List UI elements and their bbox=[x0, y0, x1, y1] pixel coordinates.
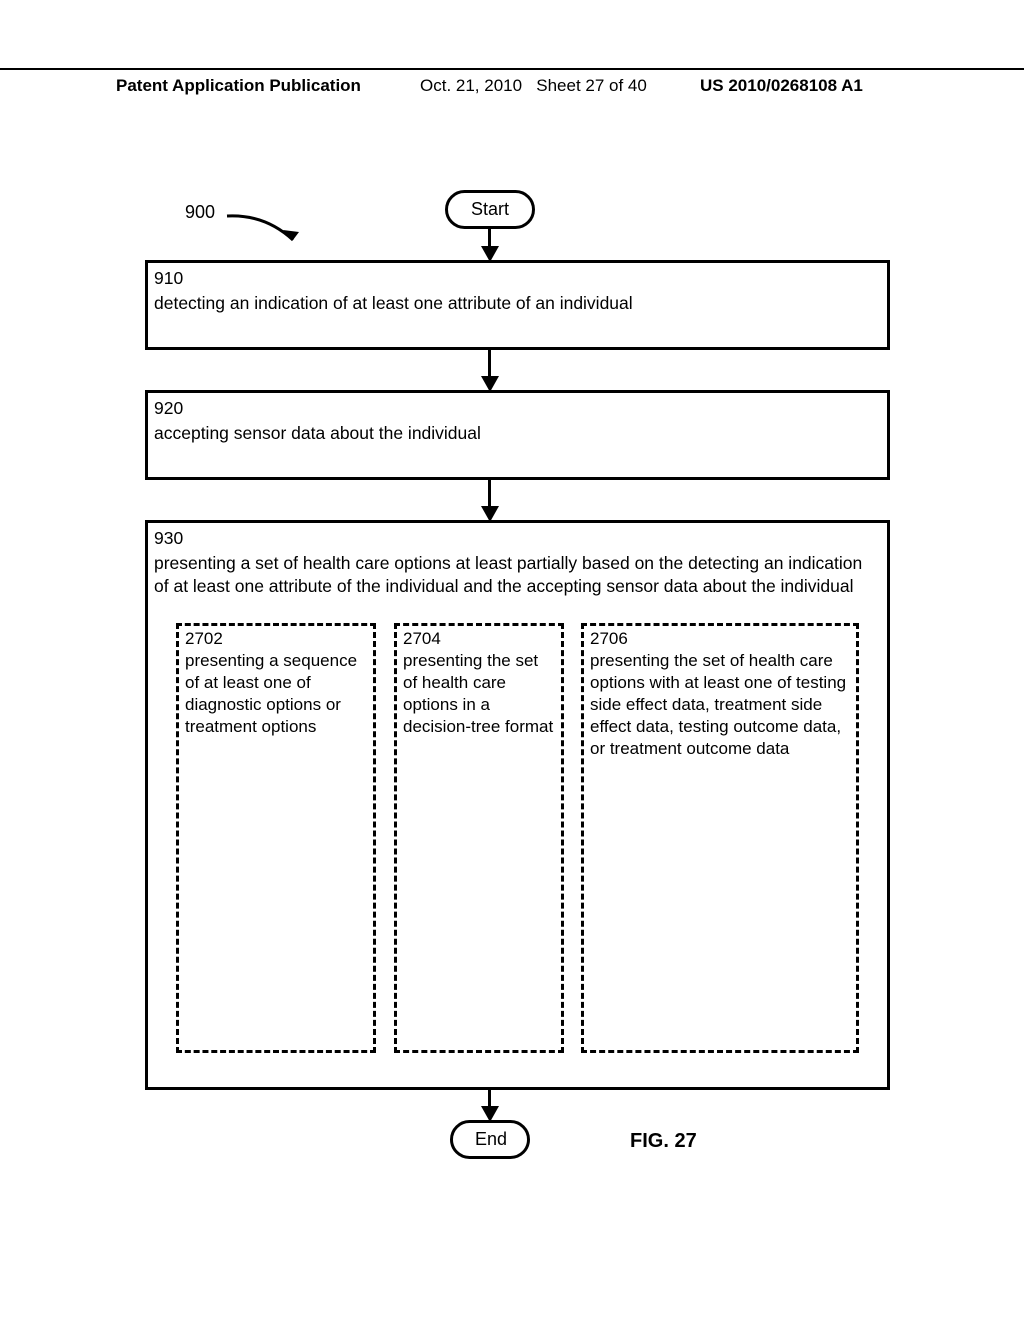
sub-box-2702: 2702 presenting a sequence of at least o… bbox=[176, 623, 376, 1053]
sub-2704-num: 2704 bbox=[403, 629, 441, 648]
end-label: End bbox=[475, 1129, 507, 1149]
page-header: Patent Application Publication Oct. 21, … bbox=[0, 68, 1024, 76]
sub-2704-text: presenting the set of health care option… bbox=[403, 651, 553, 736]
box-910-num: 910 bbox=[154, 267, 881, 290]
box-920-num: 920 bbox=[154, 397, 881, 420]
sub-boxes-container: 2702 presenting a sequence of at least o… bbox=[176, 623, 866, 1063]
header-publication: Patent Application Publication bbox=[116, 76, 361, 96]
box-930-text: presenting a set of health care options … bbox=[154, 553, 862, 596]
figure-label: FIG. 27 bbox=[630, 1130, 697, 1153]
box-920-text: accepting sensor data about the individu… bbox=[154, 423, 481, 443]
sub-2702-num: 2702 bbox=[185, 629, 223, 648]
reference-pointer-icon bbox=[225, 212, 305, 252]
arrow-3 bbox=[488, 480, 491, 508]
sub-2702-text: presenting a sequence of at least one of… bbox=[185, 651, 357, 736]
box-910-text: detecting an indication of at least one … bbox=[154, 293, 633, 313]
header-date-sheet: Oct. 21, 2010 Sheet 27 of 40 bbox=[420, 76, 647, 96]
header-sheet: Sheet 27 of 40 bbox=[536, 76, 647, 95]
sub-box-2706: 2706 presenting the set of health care o… bbox=[581, 623, 859, 1053]
sub-box-2704: 2704 presenting the set of health care o… bbox=[394, 623, 564, 1053]
process-box-930: 930 presenting a set of health care opti… bbox=[145, 520, 890, 1090]
start-terminal: Start bbox=[445, 190, 535, 229]
start-label: Start bbox=[471, 199, 509, 219]
process-box-920: 920 accepting sensor data about the indi… bbox=[145, 390, 890, 480]
sub-2706-text: presenting the set of health care option… bbox=[590, 651, 846, 758]
arrow-1 bbox=[488, 228, 491, 248]
flowchart-diagram: Start 900 910 detecting an indication of… bbox=[145, 190, 895, 1190]
box-930-num: 930 bbox=[154, 527, 881, 550]
process-box-910: 910 detecting an indication of at least … bbox=[145, 260, 890, 350]
end-terminal: End bbox=[450, 1120, 530, 1159]
arrow-2 bbox=[488, 350, 491, 378]
header-date: Oct. 21, 2010 bbox=[420, 76, 522, 95]
reference-label: 900 bbox=[185, 202, 215, 223]
sub-2706-num: 2706 bbox=[590, 629, 628, 648]
header-pubnum: US 2010/0268108 A1 bbox=[700, 76, 863, 96]
